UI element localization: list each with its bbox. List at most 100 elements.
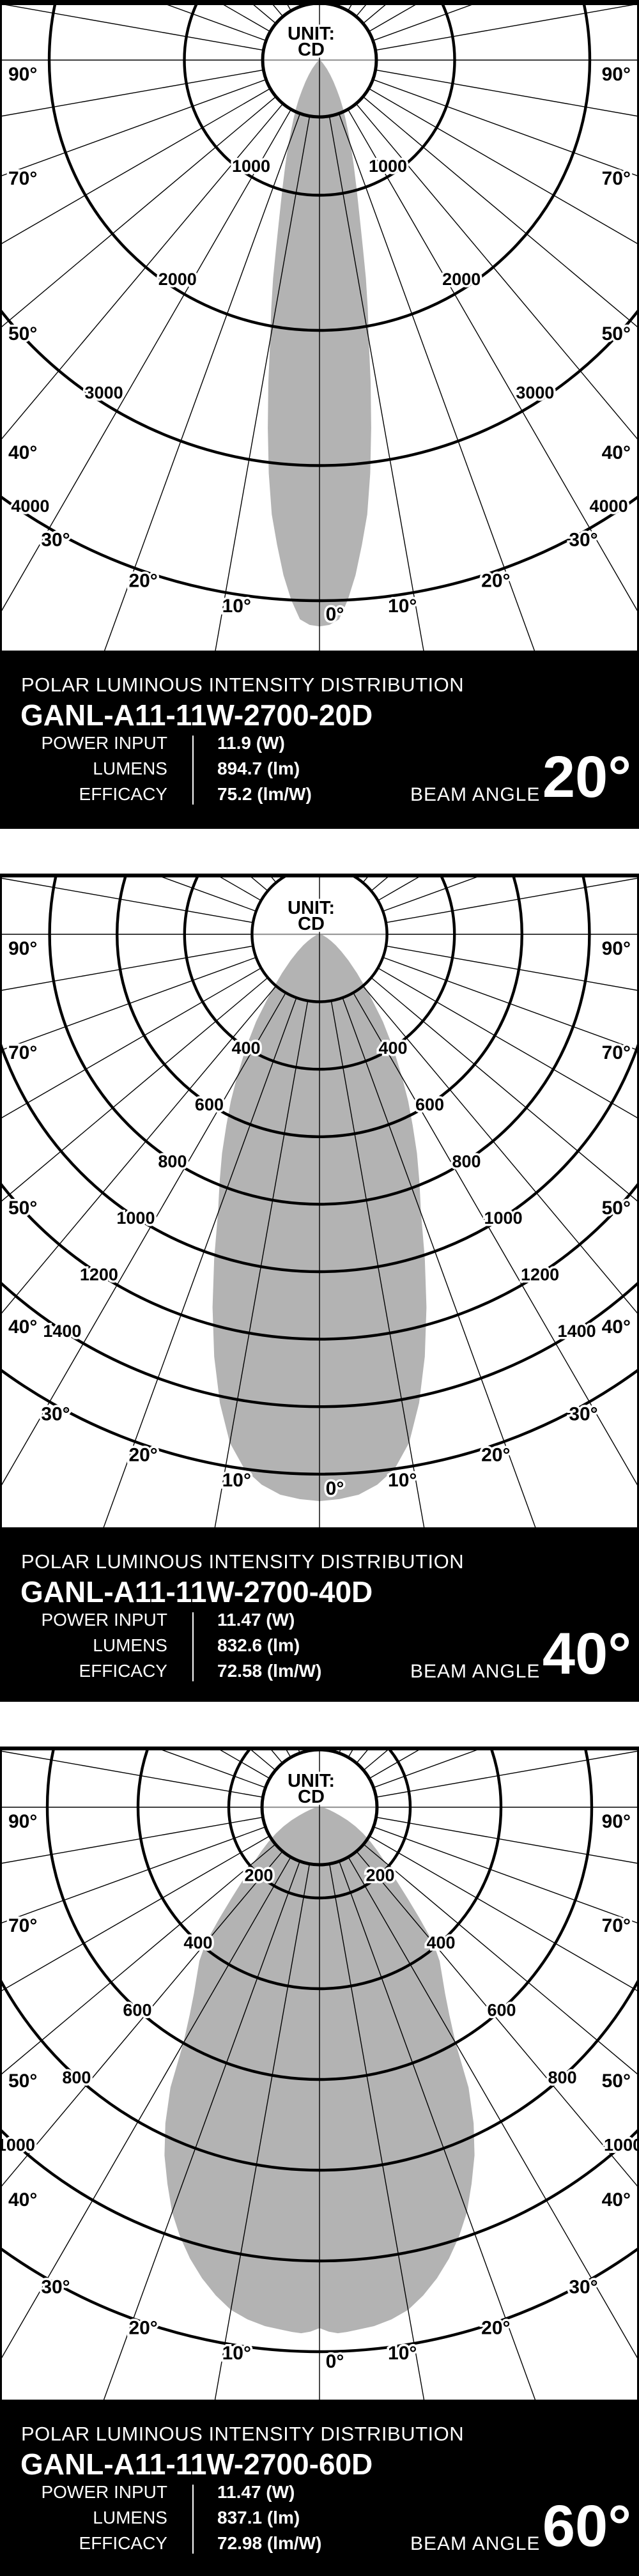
spec-label-efficacy: EFFICACY: [79, 2533, 167, 2553]
intensity-ring-1000: [183, 5, 456, 197]
radial-grid-line: [104, 113, 301, 651]
ring-label-400: 400: [378, 1038, 407, 1058]
angle-label-90: 90°: [8, 1811, 37, 1832]
beam-angle-label: BEAM ANGLE: [410, 1661, 541, 1682]
beam-angle-label: BEAM ANGLE: [410, 784, 541, 805]
spec-value-power-input: 11.47 (W): [217, 2482, 295, 2502]
radial-grid-line: [2, 992, 286, 1486]
radial-grid-line: [328, 116, 424, 651]
intensity-ring-4000: [2, 495, 637, 602]
angle-label-40: 40°: [602, 1316, 631, 1338]
radial-grid-line: [362, 96, 637, 327]
radial-grid-line: [353, 992, 637, 1486]
ring-label-1000: 1000: [484, 1208, 523, 1228]
radial-grid-line: [375, 5, 634, 51]
radial-grid-line: [214, 1000, 309, 1527]
chart-border: [0, 0, 639, 5]
spec-label-lumens: LUMENS: [93, 1635, 167, 1655]
radial-grid-line: [339, 1861, 536, 2400]
radial-grid-line: [2, 1856, 291, 2359]
radial-grid-line: [2, 96, 277, 327]
angle-label-90: 90°: [602, 938, 631, 959]
chart-border: [637, 0, 639, 651]
beam-angle-value: 60°: [542, 2494, 631, 2559]
intensity-ring-1200: [2, 1183, 637, 1341]
intensity-ring-200: [250, 877, 389, 1003]
polar-plot: 400 400 600 600 800 800 1000 1000 1200 1200 1400 14…: [0, 874, 639, 1527]
ring-label-600: 600: [415, 1095, 444, 1114]
spec-value-lumens: 894.7 (lm): [217, 759, 300, 778]
ring-label-2000: 2000: [158, 270, 197, 289]
ring-label-1000: 1000: [232, 157, 270, 176]
angle-label-70: 70°: [602, 1915, 631, 1936]
radial-grid-line: [382, 957, 637, 1051]
angle-label-40: 40°: [602, 442, 631, 463]
intensity-ring-400: [136, 1750, 503, 1991]
radial-grid-line: [2, 957, 257, 1051]
ring-label-200: 200: [366, 1866, 394, 1885]
chart-border: [0, 874, 2, 1527]
ring-label-600: 600: [488, 2001, 516, 2020]
intensity-ring-1600: [2, 1369, 637, 1476]
ring-label-3000: 3000: [85, 383, 123, 403]
unit-label: UNIT:: [288, 24, 335, 44]
ring-label-200: 200: [244, 1866, 273, 1885]
radial-grid-line: [2, 1835, 270, 1991]
intensity-ring-800: [48, 877, 591, 1206]
chart-title: POLAR LUMINOUS INTENSITY DISTRIBUTION: [21, 674, 465, 696]
radial-grid-line: [2, 977, 268, 1201]
angle-label-90: 90°: [602, 1811, 631, 1832]
panel-gap: [0, 1702, 639, 1747]
ring-label-4000: 4000: [590, 497, 628, 516]
angle-label-50: 50°: [602, 323, 631, 344]
radial-grid-line: [355, 103, 637, 440]
table-divider: [192, 736, 194, 805]
model-number: GANL-A11-11W-2700-20D: [20, 698, 373, 732]
angle-label-10: 10°: [388, 1470, 417, 1491]
angle-label-20: 20°: [481, 1445, 510, 1466]
spec-label-power-input: POWER INPUT: [41, 1610, 167, 1630]
ring-label-1000: 1000: [116, 1208, 155, 1228]
angle-label-50: 50°: [602, 2071, 631, 2092]
radial-grid-line: [373, 1826, 637, 1924]
panel-40d: 400 400 600 600 800 800 1000 1000 1200 1200 1400 14…: [0, 874, 639, 1702]
chart-border: [0, 1747, 639, 1750]
chart-border: [0, 874, 639, 877]
chart-border: [0, 1747, 2, 2400]
angle-label-50: 50°: [8, 323, 37, 344]
ring-label-800: 800: [452, 1152, 481, 1171]
angle-label-50: 50°: [8, 1198, 37, 1219]
unit-circle: [261, 5, 378, 119]
model-number: GANL-A11-11W-2700-60D: [20, 2448, 373, 2481]
angle-label-10: 10°: [222, 1470, 251, 1491]
unit-label: UNIT:: [288, 1771, 335, 1791]
spec-value-efficacy: 75.2 (lm/W): [217, 784, 312, 804]
radial-grid-line: [2, 1750, 263, 1798]
spec-value-power-input: 11.47 (W): [217, 1610, 295, 1630]
angle-label-70: 70°: [8, 168, 37, 189]
intensity-ring-1000: [2, 1044, 637, 1274]
angle-label-10: 10°: [222, 596, 251, 617]
radial-grid-line: [214, 1863, 311, 2400]
radial-grid-line: [2, 69, 264, 117]
ring-label-1400: 1400: [558, 1322, 596, 1341]
radial-grid-line: [347, 109, 637, 612]
radial-grid-line: [2, 88, 271, 244]
radial-grid-line: [2, 945, 254, 991]
unit-label: CD: [298, 40, 325, 60]
ring-label-1400: 1400: [43, 1322, 81, 1341]
angle-label-70: 70°: [602, 168, 631, 189]
intensity-ring-3000: [2, 309, 637, 467]
radial-grid-line: [2, 968, 261, 1118]
spec-table-60d: POLAR LUMINOUS INTENSITY DISTRIBUTION GA…: [0, 2400, 639, 2576]
angle-label-30: 30°: [41, 530, 70, 551]
angle-label-50: 50°: [602, 1198, 631, 1219]
angle-label-70: 70°: [8, 1042, 37, 1063]
angle-label-40: 40°: [8, 442, 37, 463]
spec-label-lumens: LUMENS: [93, 759, 167, 778]
angle-label-20: 20°: [128, 2318, 157, 2339]
panel-20d: 1000 1000 2000 2000 3000 3000 4000 4000 0° 10° 10°…: [0, 0, 639, 829]
polar-plot: 200 200 400 400 600 600 800 800 1000 1000 0° 10° 10°…: [0, 1747, 639, 2400]
spec-value-efficacy: 72.58 (lm/W): [217, 1661, 322, 1681]
ring-label-2000: 2000: [442, 270, 481, 289]
